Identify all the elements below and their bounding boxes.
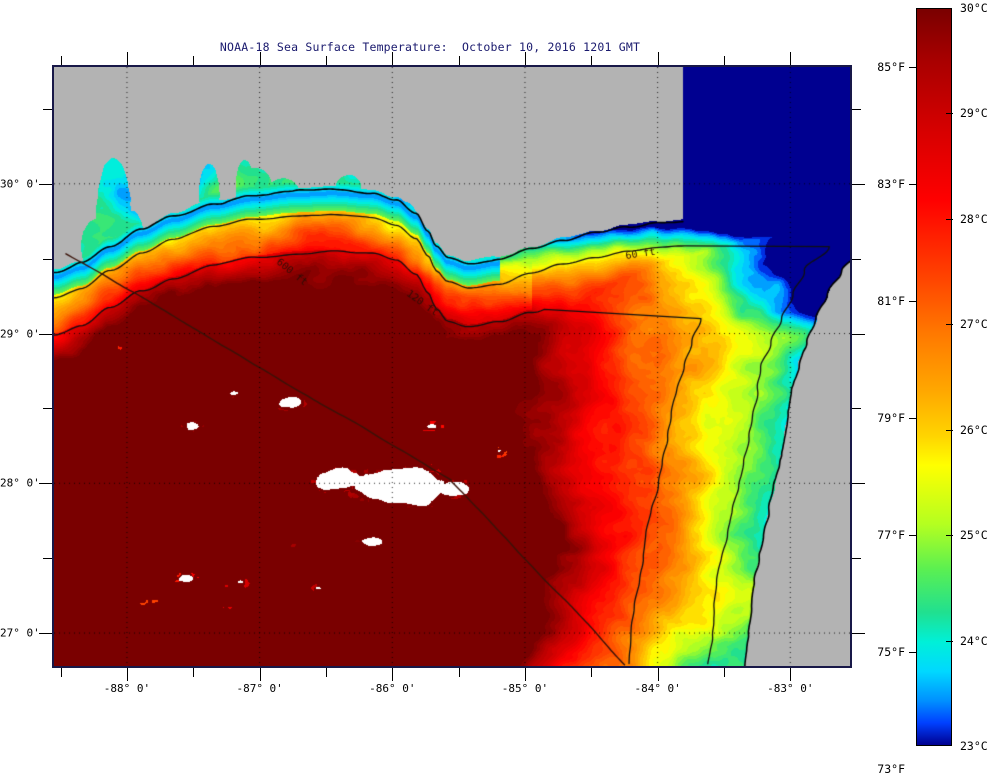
y-axis-label: 30° 0'	[0, 177, 40, 191]
colorbar-label-fahrenheit: 81°F	[877, 293, 905, 308]
colorbar-label-celsius: 25°C	[960, 528, 988, 543]
x-axis-tick	[325, 56, 327, 65]
y-axis-tick	[39, 183, 52, 185]
colorbar-label-fahrenheit: 85°F	[877, 59, 905, 74]
x-axis-label: -84° 0'	[634, 682, 681, 695]
x-axis-tick	[790, 668, 792, 681]
y-axis-tick	[852, 183, 865, 185]
x-axis-label: -86° 0'	[369, 682, 416, 695]
y-axis-tick	[852, 483, 865, 485]
x-axis-label: -87° 0'	[236, 682, 283, 695]
y-axis-tick	[852, 333, 865, 335]
colorbar-label-celsius: 30°C	[960, 1, 988, 15]
x-axis-tick	[60, 56, 62, 65]
x-axis-label: -83° 0'	[767, 682, 814, 695]
x-axis-tick	[723, 56, 725, 65]
colorbar-label-fahrenheit: 77°F	[877, 528, 905, 543]
x-axis-tick	[193, 668, 195, 677]
colorbar-label-fahrenheit: 73°F	[877, 762, 905, 776]
x-axis-tick	[193, 56, 195, 65]
colorbar-tick-celsius	[946, 429, 953, 431]
x-axis-tick	[126, 668, 128, 681]
y-axis-tick	[43, 558, 52, 560]
x-axis-tick	[458, 56, 460, 65]
x-axis-tick	[790, 52, 792, 65]
x-axis-tick	[60, 668, 62, 677]
colorbar-label-fahrenheit: 75°F	[877, 645, 905, 660]
x-axis-tick	[657, 52, 659, 65]
colorbar-tick-celsius	[946, 113, 953, 115]
x-axis-tick	[392, 668, 394, 681]
colorbar-tick-fahrenheit	[909, 535, 916, 537]
x-axis-tick	[259, 52, 261, 65]
x-axis-tick	[591, 668, 593, 677]
x-axis-label: -88° 0'	[103, 682, 151, 695]
x-axis-label: -85° 0'	[501, 682, 549, 695]
colorbar-tick-celsius	[946, 640, 953, 642]
y-axis-tick	[852, 633, 865, 635]
x-axis-tick	[524, 52, 526, 65]
colorbar-tick-celsius	[946, 324, 953, 326]
colorbar-tick-fahrenheit	[909, 66, 916, 68]
x-axis-tick	[392, 52, 394, 65]
colorbar-label-fahrenheit: 79°F	[877, 411, 905, 425]
y-axis-tick	[43, 108, 52, 110]
colorbar-gradient	[916, 8, 952, 746]
y-axis-label: 29° 0'	[0, 327, 40, 341]
y-axis-tick	[39, 483, 52, 485]
colorbar-label-celsius: 26°C	[960, 422, 988, 437]
colorbar-label-celsius: 29°C	[960, 106, 988, 121]
colorbar-tick-celsius	[946, 218, 953, 220]
title-line-1: NOAA-18 Sea Surface Temperature: October…	[219, 40, 641, 54]
y-axis-tick	[852, 558, 861, 560]
y-axis-tick	[852, 408, 861, 410]
sst-raster	[54, 67, 850, 666]
y-axis-label: 28° 0'	[0, 476, 40, 490]
x-axis-tick	[259, 668, 261, 681]
y-axis-tick	[852, 108, 861, 110]
y-axis-label: 27° 0'	[0, 626, 40, 640]
colorbar-label-celsius: 28°C	[960, 211, 988, 226]
y-axis-tick	[39, 633, 52, 635]
x-axis-tick	[657, 668, 659, 681]
x-axis-tick	[325, 668, 327, 677]
colorbar-container	[916, 8, 952, 746]
x-axis-tick	[723, 668, 725, 677]
y-axis-tick	[43, 258, 52, 260]
colorbar-label-fahrenheit: 83°F	[877, 176, 905, 191]
colorbar-label-celsius: 27°C	[960, 317, 988, 332]
sst-map	[52, 65, 852, 668]
colorbar-tick-fahrenheit	[909, 183, 916, 185]
y-axis-tick	[852, 258, 861, 260]
colorbar-label-celsius: 23°C	[960, 739, 988, 753]
x-axis-tick	[458, 668, 460, 677]
y-axis-tick	[43, 408, 52, 410]
x-axis-tick	[591, 56, 593, 65]
colorbar-tick-fahrenheit	[909, 652, 916, 654]
y-axis-tick	[39, 333, 52, 335]
colorbar-tick-celsius	[946, 535, 953, 537]
colorbar-label-celsius: 24°C	[960, 633, 988, 648]
x-axis-tick	[126, 52, 128, 65]
colorbar-tick-fahrenheit	[909, 300, 916, 302]
x-axis-tick	[524, 668, 526, 681]
colorbar-tick-fahrenheit	[909, 418, 916, 419]
